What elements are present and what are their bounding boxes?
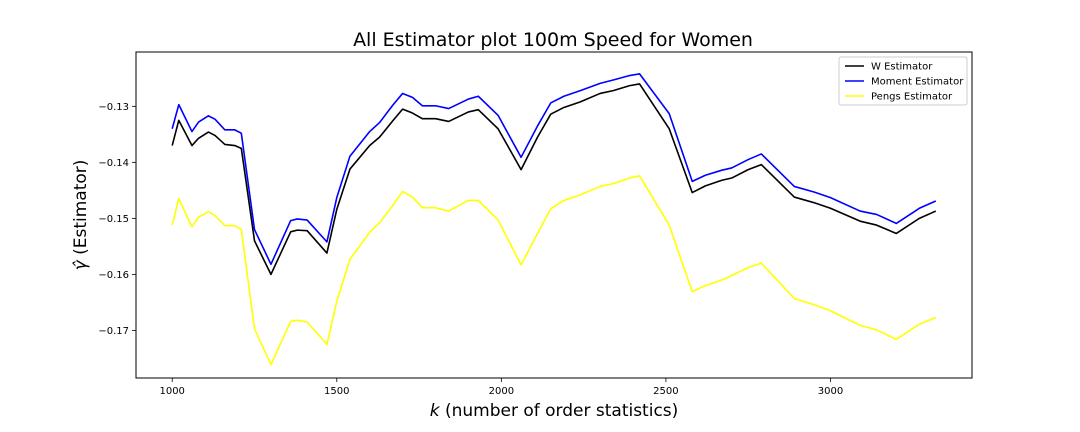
x-tick-label: 2500 (653, 386, 678, 397)
y-tick-label: −0.14 (98, 158, 129, 169)
y-axis-ticks: −0.17 −0.16 −0.15 −0.14 −0.13 (98, 102, 136, 337)
y-tick-label: −0.16 (98, 270, 129, 281)
plot-frame (135, 51, 973, 379)
legend-label-pengs-estimator: Pengs Estimator (871, 92, 953, 103)
y-axis-label: γ̂ (Estimator) (71, 160, 91, 271)
legend-entry-pengs-estimator: Pengs Estimator (845, 92, 953, 103)
chart-title: All Estimator plot 100m Speed for Women (353, 29, 753, 51)
y-tick-label: −0.17 (98, 326, 129, 337)
x-axis-label-variable: k (430, 401, 441, 421)
series-lines (171, 73, 937, 366)
y-tick-label: −0.15 (98, 214, 129, 225)
legend: W Estimator Moment Estimator Pengs Estim… (838, 56, 968, 106)
legend-entry-w-estimator: W Estimator (845, 62, 933, 73)
w-estimator-line (171, 83, 937, 276)
x-axis-label-text: (number of order statistics) (440, 401, 679, 421)
plot-area: 1000 1500 2000 2500 3000 −0.17−0.16−0.15−0.1… (98, 51, 973, 397)
x-tick-label: 1500 (324, 386, 349, 397)
y-tick-label: −0.13 (98, 102, 129, 113)
legend-label-w-estimator: W Estimator (871, 62, 933, 73)
x-tick-label: 2000 (489, 386, 514, 397)
y-axis-label-text: (Estimator) (71, 160, 91, 261)
legend-label-moment-estimator: Moment Estimator (871, 77, 964, 88)
x-axis-ticks: 1000 1500 2000 2500 3000 (159, 378, 843, 397)
x-tick-label: 3000 (818, 386, 843, 397)
pengs-estimator-line (171, 174, 937, 366)
legend-box (838, 56, 968, 106)
y-axis-label-variable: γ̂ (71, 259, 91, 270)
moment-estimator-line (171, 73, 937, 266)
legend-entry-moment-estimator: Moment Estimator (845, 77, 964, 88)
x-axis-label: k (number of order statistics) (430, 401, 679, 421)
x-tick-label: 1000 (159, 386, 184, 397)
